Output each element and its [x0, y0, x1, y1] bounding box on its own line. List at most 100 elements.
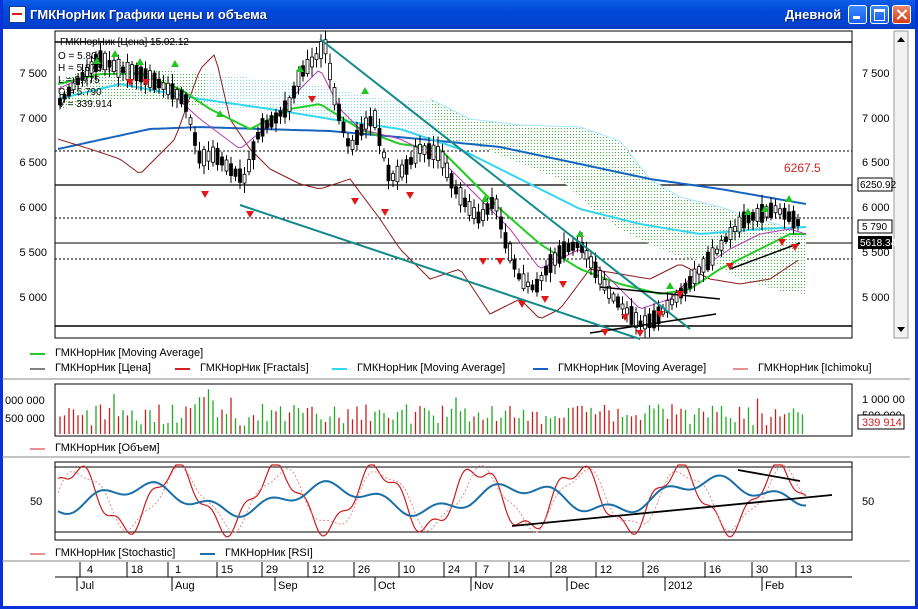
ichimoku-line [57, 54, 799, 319]
fractal-down-marker [559, 281, 567, 288]
candle-body [404, 159, 409, 175]
candle-body [80, 72, 85, 81]
x-tick-month: Sep [278, 580, 298, 592]
candle-body [413, 146, 418, 164]
candle-body [98, 50, 103, 69]
ohlc-open: O = 5.801 [58, 51, 103, 62]
ohlc-close: C = 5.790 [58, 87, 102, 98]
price-candles [58, 30, 800, 339]
candle-body [274, 112, 278, 124]
candle-body [121, 66, 125, 73]
candle-body [607, 285, 611, 299]
candle-body [571, 241, 575, 251]
ohlc-low: L = 5.775 [58, 75, 100, 86]
fractal-down-marker [636, 330, 644, 337]
candle-body [535, 278, 539, 293]
candle-body [467, 200, 472, 216]
candle-body [431, 144, 436, 160]
candle-body [341, 121, 346, 133]
minimize-button[interactable] [848, 5, 867, 24]
y-tick-label: 5 500 [862, 247, 890, 259]
candle-body [229, 163, 233, 176]
candle-body [580, 241, 584, 253]
x-tick-day: 18 [131, 564, 143, 576]
candle-body [715, 248, 719, 254]
candle-body [530, 284, 535, 291]
maximize-button[interactable] [870, 5, 889, 24]
candle-body [323, 39, 328, 55]
candle-body [175, 89, 179, 100]
candle-body [629, 306, 634, 325]
candle-body [220, 156, 224, 166]
fractal-down-marker [126, 79, 134, 86]
candle-body [706, 251, 710, 271]
candle-body [400, 164, 404, 178]
fractal-up-marker [171, 60, 179, 67]
candle-body [539, 275, 544, 282]
candle-body [526, 281, 530, 287]
candle-body [589, 256, 593, 269]
legend-ichimoku: ГМКНорНик [Ichimoku] [758, 362, 872, 374]
y-tick-label: 6 000 [19, 202, 47, 214]
candle-body [544, 265, 548, 276]
x-tick-month: Oct [378, 580, 395, 592]
candle-body [139, 66, 143, 83]
candle-body [328, 62, 332, 81]
close-button[interactable] [892, 5, 911, 24]
fractal-up-marker [361, 87, 369, 94]
title-bar[interactable]: ГМКНорНик Графики цены и объема Дневной [3, 0, 915, 29]
fractal-up-marker [761, 205, 769, 212]
candle-body [409, 157, 413, 165]
y-tick-label: 7 000 [862, 113, 890, 125]
fractal-down-marker [496, 258, 504, 265]
candle-body [616, 296, 620, 308]
candle-body [224, 159, 229, 172]
candle-body [85, 67, 89, 77]
y-tick-label: 5 500 [19, 247, 47, 259]
x-tick-day: 30 [756, 564, 768, 576]
price-axis-right: 7 500 7 000 6 500 6 000 5 500 5 000 [862, 68, 890, 304]
candle-body [440, 151, 445, 169]
candle-body [422, 145, 427, 155]
candle-body [674, 292, 679, 303]
fractal-up-marker [296, 65, 304, 72]
fractal-down-marker [601, 329, 609, 336]
level-label-resistance: 6250.92 [860, 180, 897, 191]
candle-body [278, 110, 283, 117]
oscillator-panel [54, 461, 853, 541]
candle-body [296, 69, 301, 88]
x-tick-day: 10 [403, 564, 415, 576]
chart-canvas: 7 500 7 000 6 500 6 000 5 500 5 000 7 50… [2, 30, 910, 592]
scroll-up-icon[interactable] [897, 37, 905, 42]
price-scrollbar[interactable] [893, 30, 909, 339]
candle-body [161, 82, 166, 90]
candle-body [688, 276, 692, 289]
x-tick-month: Jul [80, 580, 94, 592]
trend-line [239, 204, 641, 340]
stochastic-signal-line [57, 464, 807, 533]
candle-body [364, 117, 368, 130]
x-axis: 4 18 1 15 29 12 26 10 24 7 14 28 12 26 16 30 13 Jul Aug Sep… [76, 562, 812, 592]
candle-body [211, 146, 215, 163]
candle-body [476, 211, 481, 224]
candle-body [643, 315, 647, 330]
candle-body [620, 303, 625, 310]
candle-body [557, 245, 562, 264]
candle-body [598, 270, 602, 285]
candle-body [157, 78, 161, 89]
x-tick-day: 24 [448, 564, 460, 576]
legend-rsi: ГМКНорНик [RSI] [225, 547, 313, 559]
candle-body [490, 197, 494, 209]
x-tick-month: 2012 [668, 580, 692, 592]
candle-body [625, 307, 629, 315]
legend-ma3: ГМКНорНик [Moving Average] [558, 362, 707, 374]
volume-bars [59, 389, 804, 434]
candle-body [499, 216, 503, 230]
candle-body [481, 209, 485, 221]
fractal-up-marker [576, 230, 584, 237]
candle-body [112, 60, 116, 72]
candle-body [760, 204, 764, 223]
legend-ma2: ГМКНорНик [Moving Average] [357, 362, 506, 374]
legend-volume: ГМКНорНик [Объем] [55, 442, 160, 454]
scroll-down-icon[interactable] [897, 327, 905, 332]
